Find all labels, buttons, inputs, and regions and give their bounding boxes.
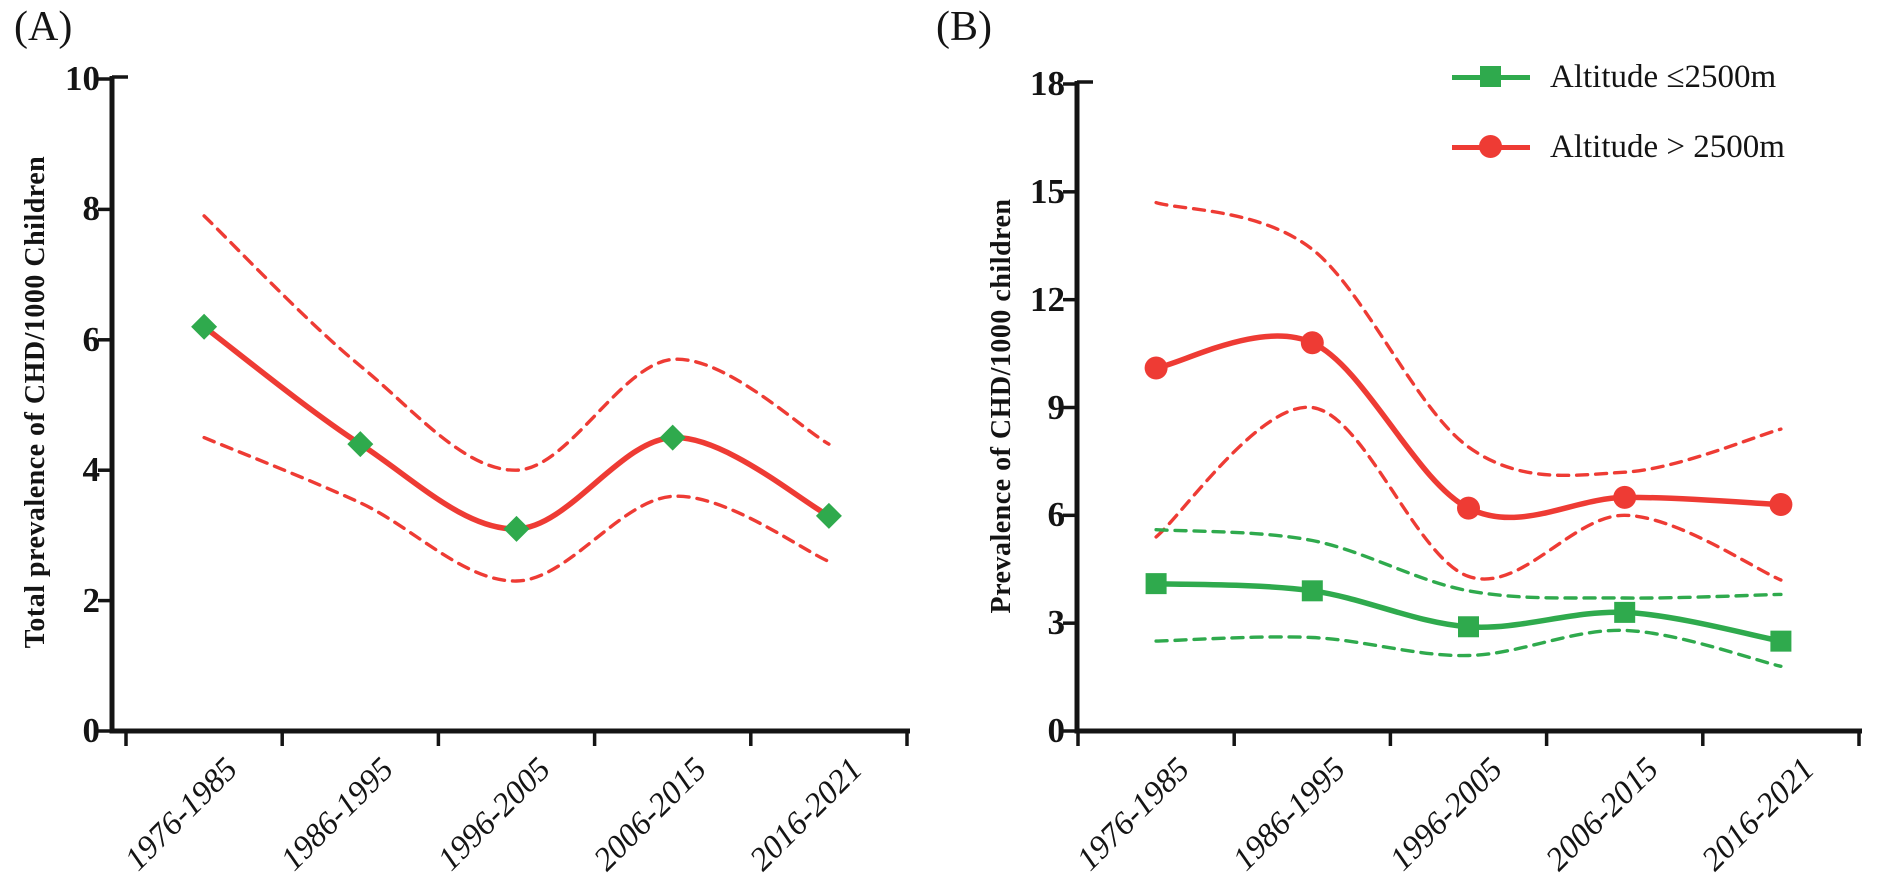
- panel-a-y-tick-label: 10: [65, 59, 100, 98]
- panel-b-marker-circle-altitude-2500m: [1457, 496, 1480, 520]
- panel-b-y-tick-label: 15: [1030, 171, 1065, 211]
- legend-circle-swatch-icon: [1452, 125, 1530, 169]
- panel-b-label: (B): [936, 4, 992, 50]
- panel-b-marker-square-altitude-2500m: [1145, 573, 1167, 595]
- legend-square-swatch-icon: [1452, 55, 1530, 99]
- panel-a-marker-diamond-total-prevalence: [815, 502, 842, 529]
- panel-b-ci-line-altitude-2500m-95-ci-upper: [1154, 200, 1783, 478]
- panel-a-marker-diamond-total-prevalence: [347, 431, 374, 458]
- panel-a-ci-line-95-ci-upper: [202, 214, 831, 472]
- panel-b-marker-circle-altitude-2500m: [1613, 485, 1637, 509]
- panel-a-y-axis-title: Total prevalence of CHD/1000 Children: [20, 155, 51, 649]
- panel-b-ci-line-altitude-2500m-95-ci-lower: [1154, 628, 1783, 668]
- panel-b-marker-square-altitude-2500m: [1301, 580, 1323, 602]
- panel-b-marker-square-altitude-2500m: [1458, 616, 1479, 638]
- legend-circle-marker-icon: [1479, 135, 1502, 158]
- panel-b-marker-circle-altitude-2500m: [1144, 356, 1168, 380]
- legend-item-altitude-2500m: Altitude ≤2500m: [1452, 55, 1776, 99]
- panel-b-y-tick-label: 6: [1047, 495, 1066, 535]
- legend-label: Altitude > 2500m: [1550, 128, 1785, 165]
- legend-label: Altitude ≤2500m: [1550, 58, 1777, 95]
- panel-a-marker-diamond-total-prevalence: [191, 313, 218, 340]
- panel-a-y-tick-label: 6: [82, 319, 101, 359]
- panel-b-series-line-altitude-2500m: [1153, 333, 1784, 521]
- panel-a-marker-diamond-total-prevalence: [659, 424, 686, 451]
- legend-square-marker-icon: [1480, 66, 1501, 87]
- panel-a-label: (A): [14, 4, 73, 50]
- panel-b-y-tick-label: 9: [1047, 387, 1066, 427]
- panel-a-ci-line-95-ci-lower: [202, 435, 831, 583]
- panel-b-marker-circle-altitude-2500m: [1769, 493, 1793, 517]
- panel-b-marker-square-altitude-2500m: [1614, 601, 1636, 623]
- panel-b-y-tick-label: 12: [1030, 279, 1065, 319]
- panel-b-marker-square-altitude-2500m: [1770, 630, 1792, 652]
- panel-a-y-tick-label: 2: [82, 580, 101, 620]
- panel-b-ci-line-altitude-2500m-95-ci-upper: [1154, 528, 1783, 600]
- panel-b-y-tick-label: 0: [1047, 711, 1066, 750]
- panel-b-marker-circle-altitude-2500m: [1300, 331, 1324, 355]
- panel-a-marker-diamond-total-prevalence: [503, 515, 530, 542]
- panel-a-y-tick-label: 4: [82, 450, 101, 490]
- panel-a-y-tick-label: 0: [82, 711, 101, 750]
- panel-b-y-tick-label: 18: [1030, 64, 1065, 103]
- panel-b-ci-line-altitude-2500m-95-ci-lower: [1154, 405, 1783, 582]
- panel-b-y-tick-label: 3: [1047, 603, 1066, 643]
- panel-a-series-line-total-prevalence: [201, 324, 832, 532]
- legend-item-altitude-2500m: Altitude > 2500m: [1452, 125, 1785, 169]
- panel-a-y-tick-label: 8: [82, 189, 101, 229]
